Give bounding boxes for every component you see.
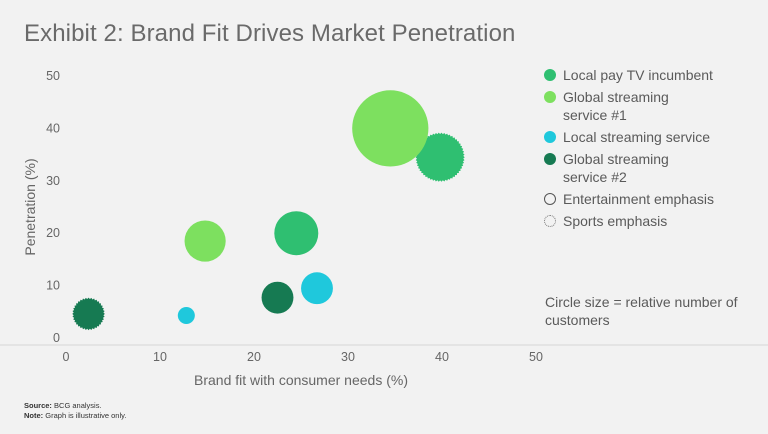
legend-item-sports: Sports emphasis	[544, 212, 759, 230]
legend-swatch	[544, 131, 556, 143]
legend-item-entertainment: Entertainment emphasis	[544, 190, 759, 208]
legend-item-local-pay-tv: Local pay TV incumbent	[544, 66, 759, 84]
source-line: Source: BCG analysis.	[24, 401, 126, 411]
legend-label: Global streaming service #1	[563, 89, 669, 123]
bubble-entertainment	[301, 272, 333, 305]
x-tick-label: 40	[435, 350, 449, 364]
y-tick-label: 0	[53, 331, 60, 345]
y-tick-label: 50	[46, 69, 60, 83]
note-text: Graph is illustrative only.	[45, 411, 127, 420]
y-tick-label: 20	[46, 226, 60, 240]
source-text: BCG analysis.	[54, 401, 102, 410]
legend-label: Entertainment emphasis	[563, 191, 714, 207]
legend-label: Local pay TV incumbent	[563, 67, 713, 83]
legend: Local pay TV incumbent Global streaming …	[544, 66, 759, 234]
note-line: Note: Graph is illustrative only.	[24, 411, 126, 421]
legend-label: Local streaming service	[563, 129, 711, 145]
legend-label: Sports emphasis	[563, 213, 668, 229]
chart-title: Exhibit 2: Brand Fit Drives Market Penet…	[24, 20, 516, 47]
bubble-entertainment	[177, 306, 195, 324]
bubble-sports	[72, 297, 105, 331]
size-note: Circle size = relative number of custome…	[545, 294, 738, 328]
legend-swatch	[544, 153, 556, 165]
bubble-entertainment	[261, 281, 294, 314]
y-tick-label: 30	[46, 174, 60, 188]
footnotes: Source: BCG analysis. Note: Graph is ill…	[24, 401, 126, 421]
x-tick-label: 10	[153, 350, 167, 364]
dotted-circle-icon	[544, 215, 556, 227]
y-tick-label: 40	[46, 121, 60, 135]
legend-swatch	[544, 69, 556, 81]
source-label: Source:	[24, 401, 52, 410]
bubble-sports	[415, 132, 465, 182]
bubble-entertainment	[184, 220, 226, 262]
bubble-entertainment	[352, 90, 429, 167]
x-tick-label: 20	[247, 350, 261, 364]
legend-swatch	[544, 91, 556, 103]
x-tick-label: 30	[341, 350, 355, 364]
solid-circle-icon	[544, 193, 556, 205]
legend-item-global-streaming-1: Global streaming service #1	[544, 88, 759, 124]
x-tick-label: 50	[529, 350, 543, 364]
legend-item-global-streaming-2: Global streaming service #2	[544, 150, 759, 186]
legend-label: Global streaming service #2	[563, 151, 669, 185]
legend-item-local-streaming: Local streaming service	[544, 128, 759, 146]
x-axis-label: Brand fit with consumer needs (%)	[194, 372, 408, 388]
y-tick-label: 10	[46, 279, 60, 293]
y-axis-label: Penetration (%)	[22, 158, 38, 255]
bubble-entertainment	[274, 211, 319, 256]
x-tick-label: 0	[63, 350, 70, 364]
note-label: Note:	[24, 411, 44, 420]
